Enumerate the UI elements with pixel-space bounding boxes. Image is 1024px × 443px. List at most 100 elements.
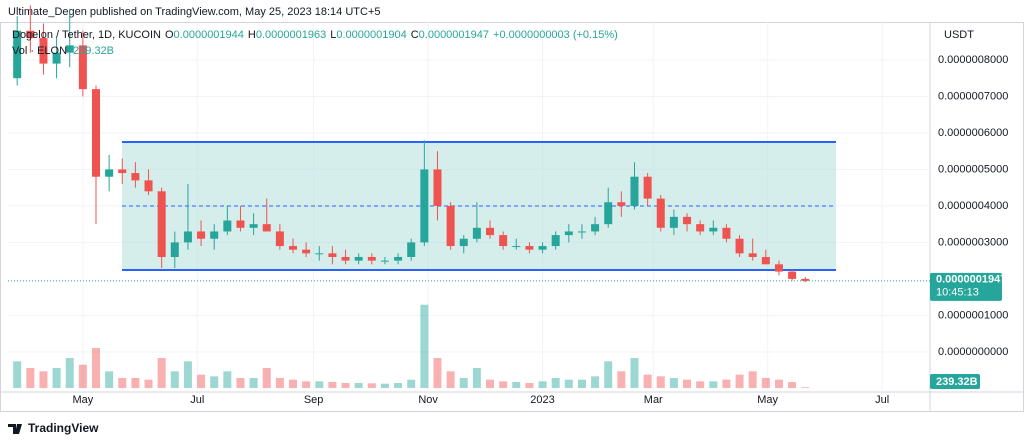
candle-body (315, 253, 324, 255)
volume-bar (709, 381, 718, 388)
x-tick-label: Jul (875, 394, 889, 406)
volume-bar (774, 379, 783, 388)
candle-body (748, 253, 757, 257)
candle-body (341, 256, 350, 261)
y-tick-label: 0.0000005000 (938, 163, 1008, 175)
volume-bar (394, 383, 403, 388)
volume-bar (262, 368, 271, 388)
logo-icon (8, 424, 22, 434)
candle-body (774, 264, 783, 272)
volume-bar (643, 374, 652, 388)
volume-bar (249, 378, 258, 388)
volume-bar (289, 379, 298, 388)
volume-legend-name: Vol · ELON (12, 45, 67, 57)
candle-body (144, 180, 153, 192)
y-tick-label: 0.0000001000 (938, 309, 1008, 321)
candle-body (735, 238, 744, 254)
y-tick-label: 0.0000004000 (938, 200, 1008, 212)
volume-bar (380, 383, 389, 388)
volume-bar (197, 374, 206, 388)
ohlc-value: 0.0000001904 (336, 29, 406, 41)
volume-bar (499, 381, 508, 388)
volume-bar (472, 368, 481, 388)
candle-body (538, 246, 547, 250)
candle-body (380, 260, 389, 262)
candle-body (157, 191, 166, 257)
volume-bar (210, 376, 219, 388)
x-tick-label: Mar (644, 394, 663, 406)
volume-bar (512, 382, 521, 388)
volume-bar (525, 383, 534, 388)
candle-body (512, 246, 521, 248)
volume-bar (564, 379, 573, 388)
candle-body (26, 30, 35, 39)
volume-bar (315, 381, 324, 388)
volume-bar (801, 387, 810, 388)
candle-body (52, 52, 61, 64)
volume-bar (446, 371, 455, 388)
x-tick-label: Jul (190, 394, 204, 406)
candle-body (433, 169, 442, 206)
candle-body (367, 256, 376, 261)
candle-body (630, 176, 639, 206)
candle-body (604, 202, 613, 225)
candle-body (407, 242, 416, 257)
candle-body (105, 169, 114, 177)
volume-bar (328, 382, 337, 388)
candle-body (289, 246, 298, 250)
volume-bar (118, 378, 127, 388)
candle-body (656, 198, 665, 228)
volume-bar (65, 358, 74, 388)
candle-body (459, 238, 468, 247)
volume-bar (748, 371, 757, 388)
ohlc-key: O (165, 29, 174, 41)
candle-body (354, 256, 363, 261)
candle-body (131, 173, 140, 181)
candle-body (788, 271, 797, 279)
last-price-label: 0.0000001947 (936, 274, 1006, 286)
candle-body (591, 224, 600, 232)
volume-bar (420, 304, 429, 388)
symbol: Dogelon / Tether, 1D, KUCOIN (12, 29, 161, 41)
candle-body (91, 89, 100, 177)
candle-body (328, 253, 337, 257)
volume-bar (604, 361, 613, 388)
candle-body (13, 30, 22, 79)
volume-bar (669, 378, 678, 388)
volume-bar (275, 378, 284, 388)
volume-bar (367, 383, 376, 388)
volume-bar (354, 383, 363, 388)
candle-body (302, 249, 311, 254)
volume-bar (591, 376, 600, 388)
y-tick-label: 0.0000008000 (938, 54, 1008, 66)
volume-bar (26, 368, 35, 388)
y-tick-label: 0.0000006000 (938, 127, 1008, 139)
candle-body (577, 231, 586, 233)
legend: Dogelon / Tether, 1D, KUCOIN O0.000000194… (12, 29, 618, 41)
x-tick-label: Nov (418, 394, 438, 406)
candle-body (275, 231, 284, 247)
volume-bar (52, 368, 61, 388)
x-tick-label: 2023 (530, 394, 554, 406)
candle-body (709, 227, 718, 232)
y-tick-label: 0.0000003000 (938, 236, 1008, 248)
candle-body (801, 278, 810, 281)
volume-bar (78, 364, 87, 388)
volume-bar (91, 348, 100, 388)
candle-body (65, 45, 74, 53)
candle-body (262, 224, 271, 232)
volume-bar (341, 383, 350, 388)
candle-body (118, 169, 127, 174)
volume-bar (538, 381, 547, 388)
volume-bar (407, 379, 416, 388)
volume-bar (131, 378, 140, 388)
candle-body (669, 216, 678, 228)
volume-bar (617, 371, 626, 388)
x-tick-label: Sep (304, 394, 324, 406)
candle-body (472, 227, 481, 239)
candle-body (696, 224, 705, 232)
tradingview-logo (8, 424, 22, 434)
volume-bar (105, 371, 114, 388)
volume-bar (236, 378, 245, 388)
